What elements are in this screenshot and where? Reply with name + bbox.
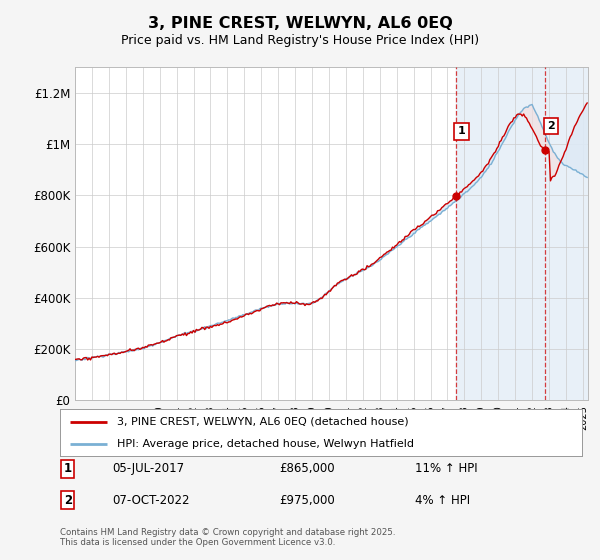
Text: 2: 2: [547, 121, 554, 131]
Text: 1: 1: [64, 462, 72, 475]
Text: 1: 1: [458, 126, 466, 136]
Text: Contains HM Land Registry data © Crown copyright and database right 2025.
This d: Contains HM Land Registry data © Crown c…: [60, 528, 395, 547]
Text: 3, PINE CREST, WELWYN, AL6 0EQ (detached house): 3, PINE CREST, WELWYN, AL6 0EQ (detached…: [118, 417, 409, 427]
Text: HPI: Average price, detached house, Welwyn Hatfield: HPI: Average price, detached house, Welw…: [118, 438, 415, 449]
Text: Price paid vs. HM Land Registry's House Price Index (HPI): Price paid vs. HM Land Registry's House …: [121, 34, 479, 46]
Text: 11% ↑ HPI: 11% ↑ HPI: [415, 462, 478, 475]
Text: 2: 2: [64, 493, 72, 507]
Text: £975,000: £975,000: [279, 493, 335, 507]
Text: 3, PINE CREST, WELWYN, AL6 0EQ: 3, PINE CREST, WELWYN, AL6 0EQ: [148, 16, 452, 31]
Text: 4% ↑ HPI: 4% ↑ HPI: [415, 493, 470, 507]
Text: 05-JUL-2017: 05-JUL-2017: [112, 462, 184, 475]
Text: £865,000: £865,000: [279, 462, 335, 475]
Bar: [456, 67, 588, 400]
Text: 07-OCT-2022: 07-OCT-2022: [112, 493, 190, 507]
